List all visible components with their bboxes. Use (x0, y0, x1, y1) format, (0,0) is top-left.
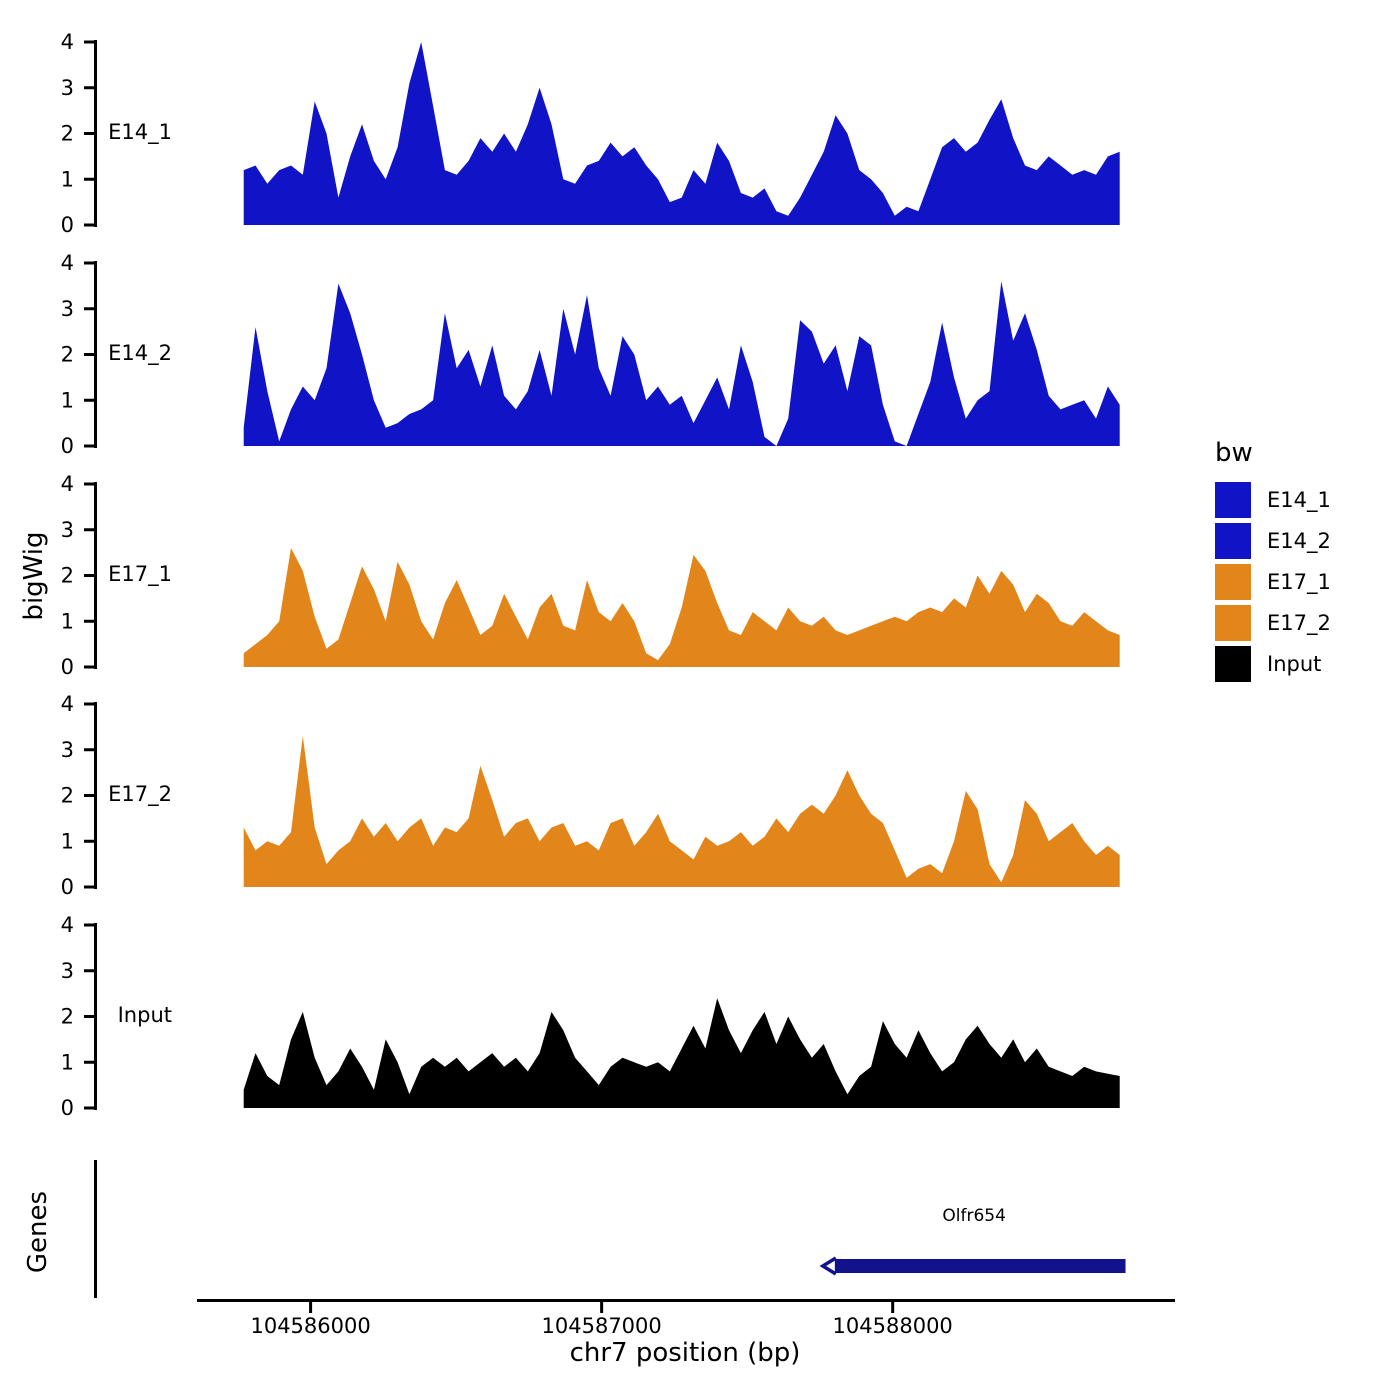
x-tick-label: 104586000 (250, 1314, 371, 1338)
x-axis-title: chr7 position (bp) (569, 1338, 801, 1368)
y-tick-label: 0 (61, 1096, 74, 1120)
y-tick-label: 1 (61, 167, 74, 191)
signal-area-E14_2 (243, 281, 1120, 446)
signal-area-Input (243, 998, 1120, 1108)
legend-item-e17-2: E17_2 (1215, 605, 1331, 641)
legend-item-input: Input (1215, 646, 1331, 682)
track-label-e17-2: E17_2 (108, 781, 172, 806)
y-tick-label: 4 (61, 251, 74, 275)
legend-item-e14-2: E14_2 (1215, 523, 1331, 559)
y-tick-label: 4 (61, 913, 74, 937)
legend-label: E17_1 (1267, 570, 1331, 594)
y-tick-label: 3 (61, 738, 74, 762)
y-tick-label: 0 (61, 655, 74, 679)
y-tick-label: 1 (61, 388, 74, 412)
gene-body (834, 1259, 1126, 1273)
track-label-e17-1: E17_1 (108, 561, 172, 586)
legend-title: bw (1215, 438, 1253, 468)
y-tick-label: 3 (61, 76, 74, 100)
y-axis-title: bigWig (19, 531, 49, 621)
y-tick-label: 2 (61, 122, 74, 146)
legend: bw E14_1 E14_2 E17_1 E17_2 Input (1215, 438, 1331, 687)
y-tick-label: 4 (61, 472, 74, 496)
y-tick-label: 1 (61, 829, 74, 853)
legend-swatch-e17-2 (1215, 605, 1251, 641)
legend-swatch-e14-2 (1215, 523, 1251, 559)
track-label-e14-2: E14_2 (108, 340, 172, 365)
y-tick-label: 2 (61, 564, 74, 588)
signal-area-E14_1 (243, 42, 1120, 225)
track-label-e14-1: E14_1 (108, 119, 172, 144)
y-tick-label: 3 (61, 518, 74, 542)
y-tick-label: 0 (61, 434, 74, 458)
track-label-input: Input (117, 1002, 172, 1027)
x-tick-label: 104587000 (541, 1314, 662, 1338)
legend-item-e17-1: E17_1 (1215, 564, 1331, 600)
gene-strand-arrow (819, 1256, 837, 1276)
gene-label: Olfr654 (942, 1206, 1006, 1226)
legend-swatch-input (1215, 646, 1251, 682)
legend-swatch-e14-1 (1215, 482, 1251, 518)
legend-swatch-e17-1 (1215, 564, 1251, 600)
y-tick-label: 0 (61, 213, 74, 237)
x-tick-label: 104588000 (832, 1314, 953, 1338)
y-tick-label: 4 (61, 30, 74, 54)
y-tick-label: 3 (61, 959, 74, 983)
legend-label: Input (1267, 652, 1322, 676)
y-tick-label: 2 (61, 1005, 74, 1029)
legend-label: E14_2 (1267, 529, 1331, 553)
signal-area-E17_2 (243, 736, 1120, 887)
y-tick-label: 3 (61, 297, 74, 321)
y-tick-label: 1 (61, 1050, 74, 1074)
y-tick-label: 4 (61, 692, 74, 716)
y-tick-label: 2 (61, 784, 74, 808)
y-tick-label: 0 (61, 875, 74, 899)
genes-axis-title: Genes (23, 1190, 53, 1274)
y-tick-label: 2 (61, 343, 74, 367)
legend-item-e14-1: E14_1 (1215, 482, 1331, 518)
legend-label: E14_1 (1267, 488, 1331, 512)
legend-label: E17_2 (1267, 611, 1331, 635)
y-tick-label: 1 (61, 609, 74, 633)
signal-area-E17_1 (243, 548, 1120, 667)
